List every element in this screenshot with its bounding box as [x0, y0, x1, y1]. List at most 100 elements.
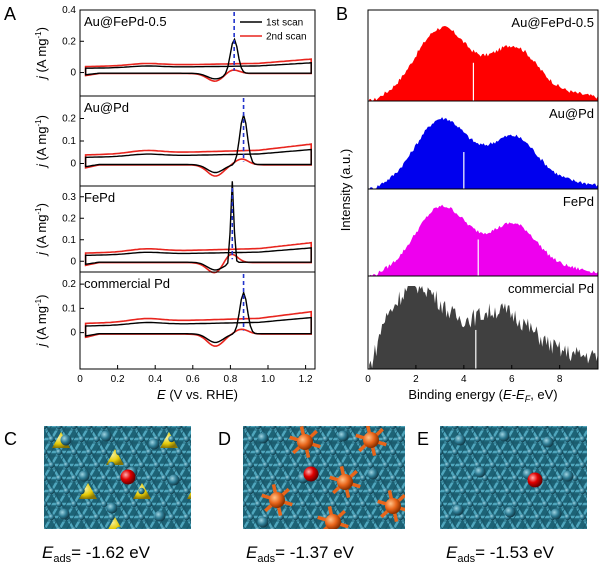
pd-atom	[115, 448, 123, 456]
cv-curve-2nd-scan	[84, 310, 312, 347]
panel-b-spectra-chart: Au@FePd-0.5 Au@Pd FePd commercial Pd 0 2 4 6 8 In…	[338, 9, 599, 404]
pd-atom	[549, 461, 556, 469]
pd-atom	[78, 435, 85, 443]
pd-atom	[352, 487, 359, 495]
pd-atom	[541, 448, 549, 456]
fe-atom	[269, 492, 285, 508]
pd-atom	[541, 426, 549, 430]
cv-y-tick-label: 0.2	[62, 36, 76, 47]
pd-atom	[359, 526, 367, 529]
pd-surface-atom	[58, 508, 70, 520]
pd-surface-atom	[78, 470, 90, 482]
pd-atom	[541, 474, 549, 482]
pd-atom	[511, 526, 519, 529]
pd-surface-atom	[154, 510, 166, 522]
pd-atom	[183, 487, 190, 495]
cv-curve-2nd-scan	[84, 241, 312, 274]
pd-atom	[160, 426, 168, 430]
pd-atom	[85, 526, 93, 529]
spectrum-x-tick-label: 0	[365, 374, 371, 385]
pd-atom	[48, 513, 55, 521]
pd-atom	[44, 426, 48, 430]
pd-atom	[579, 513, 586, 521]
pd-atom	[108, 461, 115, 469]
panel-label-b: B	[336, 4, 348, 24]
pd-atom	[100, 526, 108, 529]
pd-atom	[367, 513, 374, 521]
pd-atom	[466, 500, 474, 508]
pd-atom	[168, 435, 175, 443]
pd-atom	[307, 513, 314, 521]
cv-y-tick-label: 0	[70, 256, 76, 267]
eads-d: Eads= -1.37 eV	[246, 543, 355, 565]
cv-x-tick-label: 1.0	[261, 374, 275, 385]
structure-e-image	[440, 426, 600, 529]
cv-sample-label: commercial Pd	[84, 276, 170, 291]
pd-surface-atom	[562, 470, 574, 482]
pd-atom	[168, 461, 175, 469]
pd-atom	[254, 500, 262, 508]
pd-atom	[534, 513, 541, 521]
cv-x-tick-label: 0	[77, 374, 83, 385]
pd-atom	[526, 448, 534, 456]
au-subsurface-atom	[160, 534, 178, 550]
pd-atom	[100, 448, 108, 456]
cv-y-axis-label: j (A mg-1)	[34, 295, 49, 349]
pd-atom	[299, 500, 307, 508]
spectrum-sample-label: commercial Pd	[508, 281, 594, 296]
pd-atom	[526, 500, 534, 508]
pd-atom	[70, 448, 78, 456]
pd-atom	[243, 426, 247, 430]
pd-atom	[389, 526, 397, 529]
pd-atom	[284, 474, 292, 482]
pd-atom	[586, 426, 587, 428]
spectrum-x-tick-label: 4	[461, 374, 467, 385]
pd-atom	[277, 435, 284, 443]
oxygen-adsorbate	[527, 472, 543, 488]
pd-atom	[183, 435, 190, 443]
pd-atom	[459, 513, 466, 521]
au-subsurface-atom	[106, 449, 124, 465]
pd-atom	[397, 435, 404, 443]
pd-atom	[93, 513, 100, 521]
pd-atom	[254, 526, 262, 529]
pd-atom	[153, 487, 160, 495]
pd-atom	[534, 461, 541, 469]
cv-y-axis-label: j (A mg-1)	[34, 27, 49, 81]
cv-y-tick-label: 0	[70, 328, 76, 339]
pd-atom	[123, 513, 130, 521]
pd-atom	[153, 461, 160, 469]
pd-atom	[556, 426, 564, 430]
pd-atom	[70, 474, 78, 482]
pd-atom	[93, 487, 100, 495]
cv-y-tick-label: 0.1	[62, 303, 76, 314]
pd-surface-atom	[106, 502, 118, 514]
pd-atom	[269, 474, 277, 482]
pd-atom	[359, 500, 367, 508]
cv-y-tick-label: 0.4	[62, 5, 76, 16]
au-subsurface-atom	[52, 534, 70, 550]
fe-atom	[363, 432, 379, 448]
pd-atom	[397, 513, 404, 521]
pd-atom	[190, 426, 191, 428]
pd-atom	[78, 461, 85, 469]
cv-y-tick-label: 0.1	[62, 235, 76, 246]
panel-label-d: D	[218, 429, 231, 449]
cv-x-tick-label: 0.8	[223, 374, 237, 385]
pd-surface-atom	[498, 430, 510, 442]
cv-y-tick-label: 0.1	[62, 136, 76, 147]
pd-atom	[397, 461, 404, 469]
cv-curve-1st-scan	[84, 290, 312, 344]
pd-atom	[329, 426, 337, 430]
spectrum-x-tick-label: 6	[509, 374, 515, 385]
pd-atom	[190, 528, 191, 529]
pd-atom	[168, 513, 175, 521]
pd-atom	[44, 500, 48, 508]
pd-surface-atom	[542, 436, 554, 448]
pd-atom	[123, 487, 130, 495]
pd-atom	[594, 462, 600, 468]
pd-atom	[404, 450, 405, 454]
pd-atom	[444, 435, 451, 443]
pd-atom	[130, 500, 138, 508]
pd-atom	[108, 513, 115, 521]
